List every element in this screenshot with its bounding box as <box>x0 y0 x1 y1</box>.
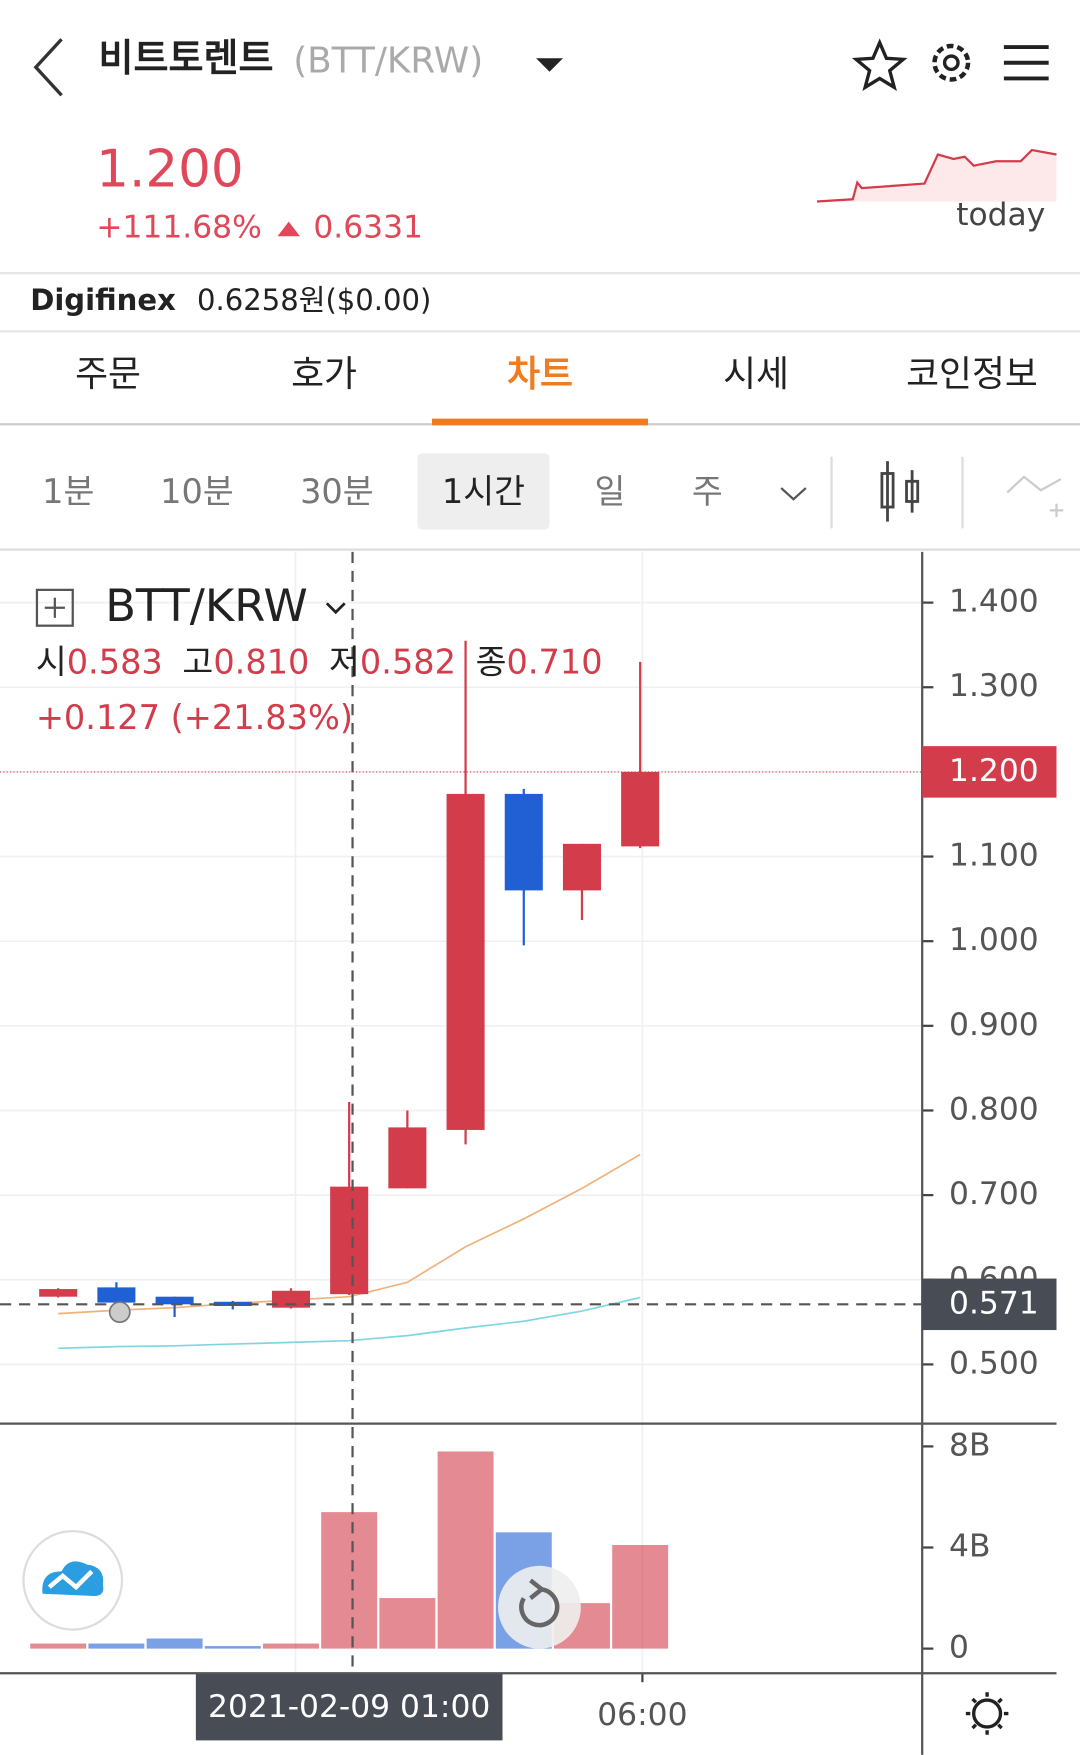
exchange-name: Digifinex <box>30 283 176 317</box>
tab[interactable]: 주문 <box>75 354 141 395</box>
candle-body <box>562 843 601 891</box>
candle-body <box>388 1127 427 1189</box>
y-tick-label: 1.000 <box>949 922 1039 958</box>
candle-body <box>504 793 543 891</box>
tab-bar: 주문 호가 차트 시세 코인정보 <box>75 354 1038 395</box>
up-arrow <box>277 221 300 237</box>
volume-bar <box>321 1512 378 1649</box>
sparkline-label: today <box>956 197 1045 233</box>
active-tab-indicator <box>432 418 648 426</box>
back-button[interactable] <box>33 38 63 97</box>
change-legend: +0.127 (+21.83%) <box>36 698 353 737</box>
open-value: 0.583 <box>67 642 163 681</box>
interval-option[interactable]: 주 <box>692 472 723 511</box>
volume-bar <box>379 1598 436 1649</box>
interval-option[interactable]: 10분 <box>160 472 234 511</box>
reset-button[interactable] <box>498 1565 581 1649</box>
crosshair-y-box <box>922 1278 1057 1331</box>
coin-name: 비트토렌트 <box>98 36 273 80</box>
crosshair-y-label: 0.571 <box>949 1285 1039 1321</box>
volume-bar <box>146 1638 203 1649</box>
add-indicator-button[interactable] <box>35 588 74 627</box>
chart-settings-button[interactable] <box>965 1692 1009 1735</box>
candle-body <box>446 793 485 1130</box>
symbol-dropdown[interactable] <box>325 602 346 615</box>
moving-average-line <box>58 1153 641 1315</box>
ohlc-legend: 시0.583 고0.810 저0.582 종0.710 <box>36 642 603 681</box>
y-tick-label: 1.300 <box>949 668 1039 704</box>
interval-option[interactable]: 1분 <box>42 472 94 511</box>
volume-bar <box>204 1646 261 1649</box>
favorite-button[interactable] <box>851 38 908 92</box>
tab[interactable]: 시세 <box>723 354 789 395</box>
volume-bar <box>88 1643 145 1649</box>
interval-dropdown[interactable] <box>780 487 807 501</box>
y-tick-label: 0.700 <box>949 1176 1039 1212</box>
last-price-box <box>922 746 1057 798</box>
crosshair-dot <box>108 1301 131 1324</box>
interval-option[interactable]: 1시간 <box>442 472 525 511</box>
candle-body <box>39 1289 78 1297</box>
volume-bar <box>437 1451 494 1649</box>
volume-tick-label: 8B <box>949 1427 990 1463</box>
candle-body <box>271 1290 311 1308</box>
volume-tick-label: 4B <box>949 1529 990 1565</box>
crosshair-x-box <box>195 1673 503 1741</box>
candle-body <box>621 771 660 847</box>
y-tick-label: 1.400 <box>949 584 1039 620</box>
high-label: 고 <box>182 642 213 681</box>
pair-dropdown[interactable] <box>536 58 563 72</box>
candle-body <box>155 1296 194 1305</box>
volume-tick-label: 0 <box>949 1630 969 1666</box>
chart-symbol: BTT/KRW <box>105 579 308 632</box>
close-label: 종 <box>476 642 507 681</box>
menu-button[interactable] <box>1003 45 1049 81</box>
sparkline <box>816 148 1057 203</box>
y-tick-label: 1.100 <box>949 838 1039 874</box>
open-label: 시 <box>36 642 67 681</box>
chart: 0.5000.6000.7000.8000.9001.0001.1001.200… <box>0 551 1057 1755</box>
active-interval <box>417 453 550 530</box>
y-tick-label: 0.900 <box>949 1007 1039 1043</box>
tab[interactable]: 차트 <box>507 354 573 395</box>
y-tick-label: 0.500 <box>949 1345 1039 1381</box>
candle-body <box>97 1287 136 1303</box>
volume-bar <box>263 1643 319 1649</box>
sparkline-area <box>816 150 1057 202</box>
change-rate: +111.68% <box>96 209 262 245</box>
interval-option[interactable]: 일 <box>595 472 626 511</box>
low-label: 저 <box>329 642 360 681</box>
exchange-price: 0.6258원($0.00) <box>197 283 431 317</box>
moving-average-line <box>58 1296 641 1350</box>
settings-button[interactable] <box>932 43 971 82</box>
crosshair-x-label: 2021-02-09 01:00 <box>208 1689 490 1725</box>
tab[interactable]: 코인정보 <box>906 354 1038 395</box>
last-price-label: 1.200 <box>949 753 1039 789</box>
interval-option[interactable]: 30분 <box>300 472 374 511</box>
coin-pair: (BTT/KRW) <box>293 41 483 82</box>
candle-body <box>330 1186 369 1295</box>
high-value: 0.810 <box>213 642 309 681</box>
close-value: 0.710 <box>507 642 603 681</box>
interval-bar: 1분 10분 30분 1시간 일 주 <box>42 453 723 530</box>
change-amount: 0.6331 <box>313 209 423 245</box>
chart-type-button[interactable] <box>880 461 920 522</box>
cloud-button[interactable] <box>22 1529 124 1631</box>
indicator-button[interactable] <box>1006 475 1064 518</box>
volume-bar <box>30 1643 87 1649</box>
x-tick-label: 06:00 <box>597 1697 687 1733</box>
current-price: 1.200 <box>96 139 243 199</box>
tab[interactable]: 호가 <box>291 354 357 395</box>
low-value: 0.582 <box>360 642 456 681</box>
y-tick-label: 0.800 <box>949 1091 1039 1127</box>
volume-bar <box>612 1544 669 1649</box>
